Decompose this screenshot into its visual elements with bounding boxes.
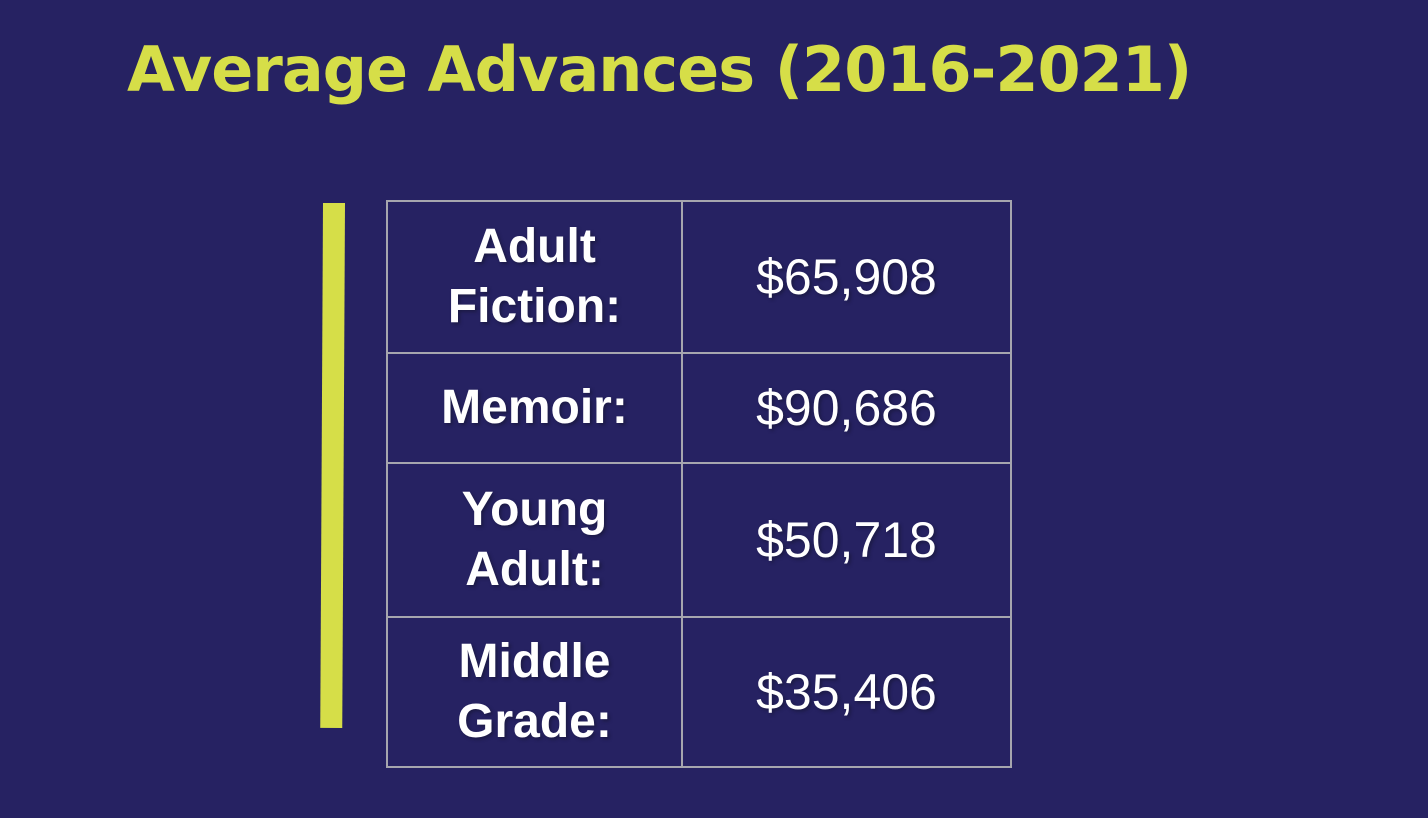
page-title: Average Advances (2016-2021) [127,33,1192,106]
advance-value-memoir: $90,686 [683,354,1010,462]
genre-label-adult-fiction: Adult Fiction: [388,202,681,352]
advance-value-young-adult: $50,718 [683,464,1010,616]
advance-value-adult-fiction: $65,908 [683,202,1010,352]
advances-table: Adult Fiction: $65,908 Memoir: $90,686 Y… [386,200,1012,768]
genre-label-young-adult: Young Adult: [388,464,681,616]
genre-label-memoir: Memoir: [388,354,681,462]
genre-label-middle-grade: Middle Grade: [388,618,681,766]
advance-value-middle-grade: $35,406 [683,618,1010,766]
accent-bar [320,202,345,729]
